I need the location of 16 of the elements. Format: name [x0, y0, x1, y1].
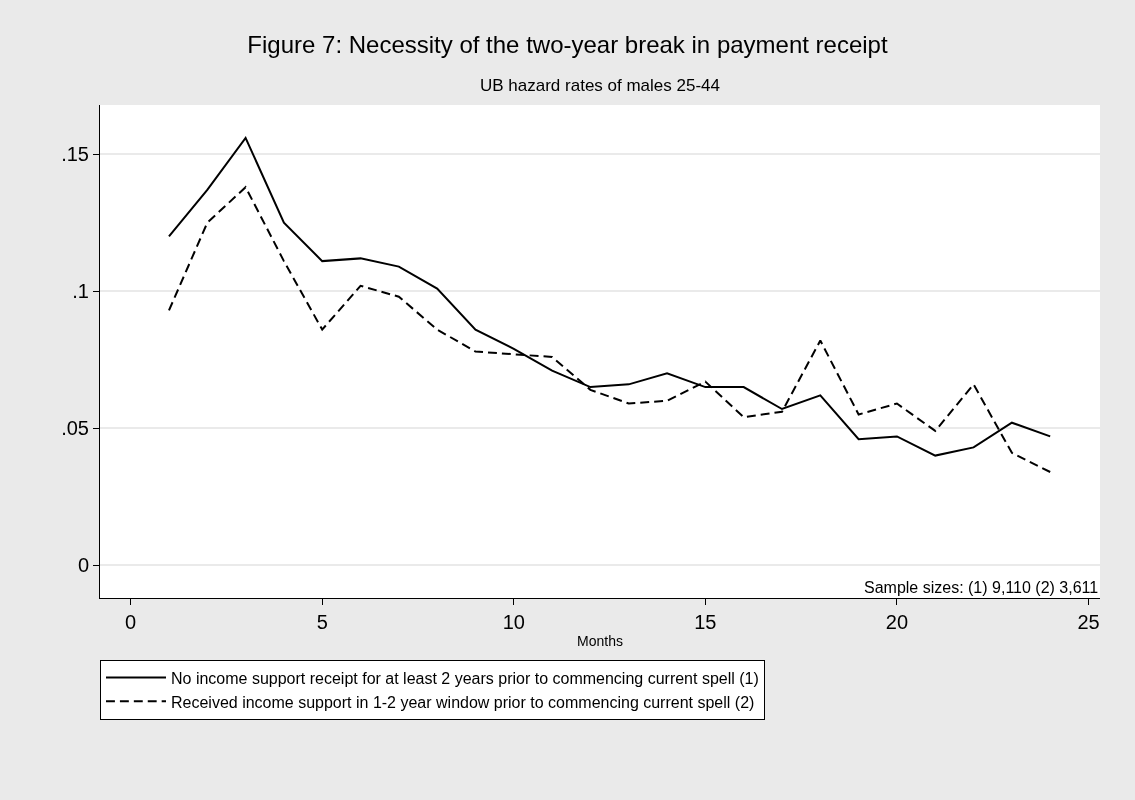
legend-label: Received income support in 1-2 year window prior to commencing current spell (2)	[171, 693, 755, 711]
x-tick-label: 10	[502, 611, 525, 633]
legend-label: No income support receipt for at least 2 years prior to commencing current spell (1)	[171, 669, 759, 687]
y-tick-label: 0	[77, 554, 89, 577]
x-tick-label: 20	[885, 611, 909, 633]
chart-title: Figure 7: Necessity of the two-year break in payment receipt	[247, 30, 888, 58]
y-tick-label: .05	[61, 417, 89, 440]
x-tick-label: 15	[694, 611, 717, 633]
x-tick-label: 25	[1077, 611, 1100, 633]
annotation: Sample sizes: (1) 9,110 (2) 3,611	[864, 579, 1099, 596]
x-axis-title: Months	[577, 633, 623, 650]
y-tick-label: .1	[72, 280, 89, 303]
y-tick-label: .15	[61, 143, 89, 166]
x-tick-label: 0	[125, 611, 137, 633]
x-tick-label: 5	[316, 611, 328, 633]
chart-subtitle: UB hazard rates of males 25-44	[480, 76, 721, 95]
